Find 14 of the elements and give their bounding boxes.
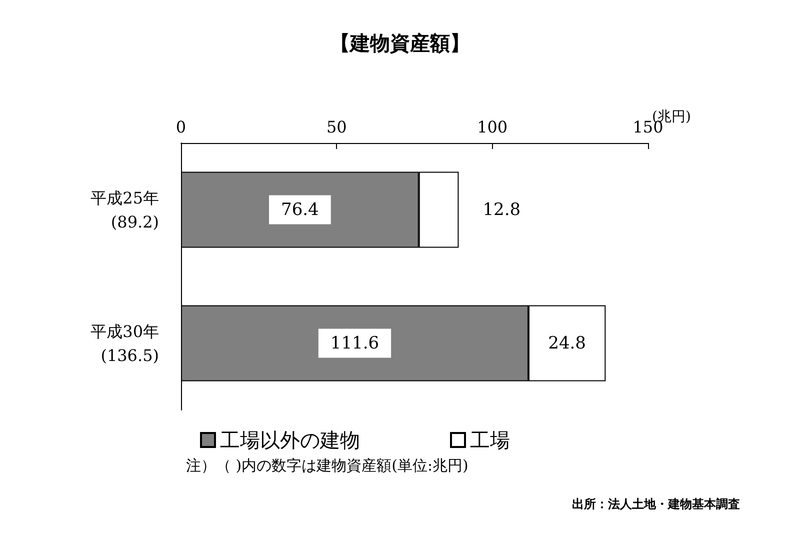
legend-label: 工場以外の建物 — [220, 428, 360, 452]
y-tick-label: 平成30年 (136.5) — [90, 322, 159, 365]
x-tick-label: 0 — [176, 118, 186, 136]
data-label: 12.8 — [482, 200, 521, 220]
x-tick-label: 100 — [477, 118, 508, 136]
chart-title: 【建物資産額】 — [330, 31, 470, 55]
legend-label: 工場 — [470, 428, 510, 452]
data-label: 111.6 — [330, 333, 380, 354]
data-label: 76.4 — [281, 200, 319, 220]
data-label: 24.8 — [548, 333, 586, 354]
text: 注）（ )内の数字は建物資産額(単位:兆円) — [186, 456, 468, 474]
x-tick-label: 50 — [326, 118, 347, 136]
y-tick-label: 平成25年 (89.2) — [90, 188, 159, 232]
text: 出所：法人土地・建物基本調査 — [572, 497, 740, 511]
